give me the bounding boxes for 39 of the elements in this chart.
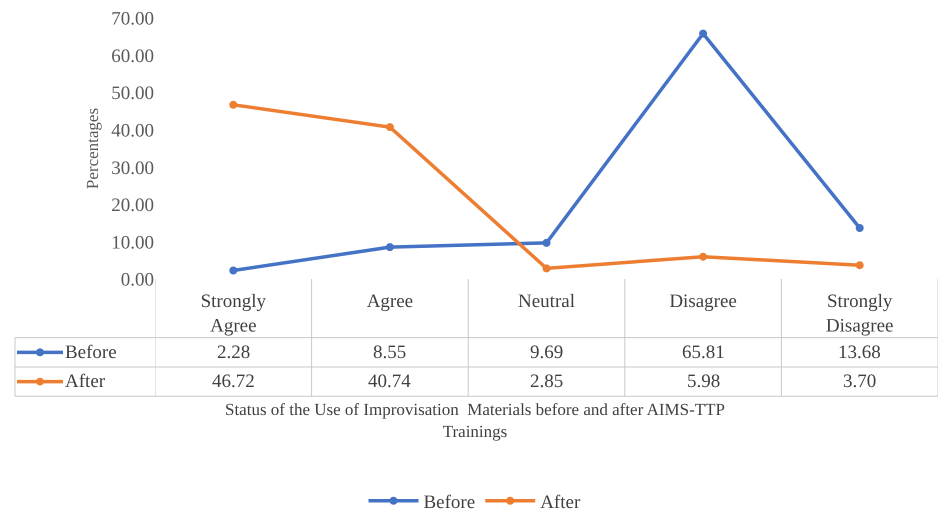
- legend-label: Before: [65, 342, 117, 363]
- point: [229, 266, 238, 274]
- text: 9.69: [530, 342, 564, 363]
- y-tick-label: 50.00: [111, 83, 154, 104]
- text: 2.85: [530, 371, 564, 392]
- text: 5.98: [687, 371, 720, 392]
- text: After: [540, 492, 580, 514]
- y-tick-label: 30.00: [111, 158, 154, 179]
- point: [856, 224, 864, 232]
- point: [699, 252, 708, 261]
- text: 40.74: [368, 371, 411, 392]
- x-tick-label: Disagree: [669, 291, 737, 312]
- text: 3.70: [843, 371, 876, 392]
- x-tick-label: Strongly Agree: [200, 291, 267, 337]
- text: 8.55: [373, 342, 406, 363]
- legend-label: After: [65, 371, 106, 392]
- text: 13.68: [838, 342, 881, 363]
- text: Before: [424, 492, 476, 514]
- y-tick-label: 40.00: [111, 120, 154, 142]
- text: 65.81: [682, 342, 725, 363]
- y-tick-label: 20.00: [111, 195, 154, 216]
- point: [856, 261, 864, 270]
- point: [229, 100, 238, 109]
- x-axis-title: Status of the Use of Improvisation Materials before and after AIMS-TTP Trainings: [225, 400, 725, 442]
- y-tick-label: 10.00: [111, 232, 154, 254]
- point: [386, 243, 394, 252]
- y-tick-label: 70.00: [111, 8, 154, 30]
- x-tick-label: Agree: [366, 291, 414, 312]
- text: 46.72: [212, 371, 255, 392]
- y-axis-title: Percentages: [82, 108, 102, 190]
- point: [699, 30, 708, 38]
- x-tick-label: Neutral: [518, 291, 575, 312]
- text: 2.28: [217, 342, 250, 363]
- y-tick-label: 60.00: [111, 46, 154, 67]
- y-tick-label: 0.00: [120, 270, 154, 291]
- point: [542, 264, 550, 272]
- point: [542, 238, 550, 247]
- point: [386, 123, 394, 132]
- x-tick-label: Strongly Disagree: [826, 291, 894, 337]
